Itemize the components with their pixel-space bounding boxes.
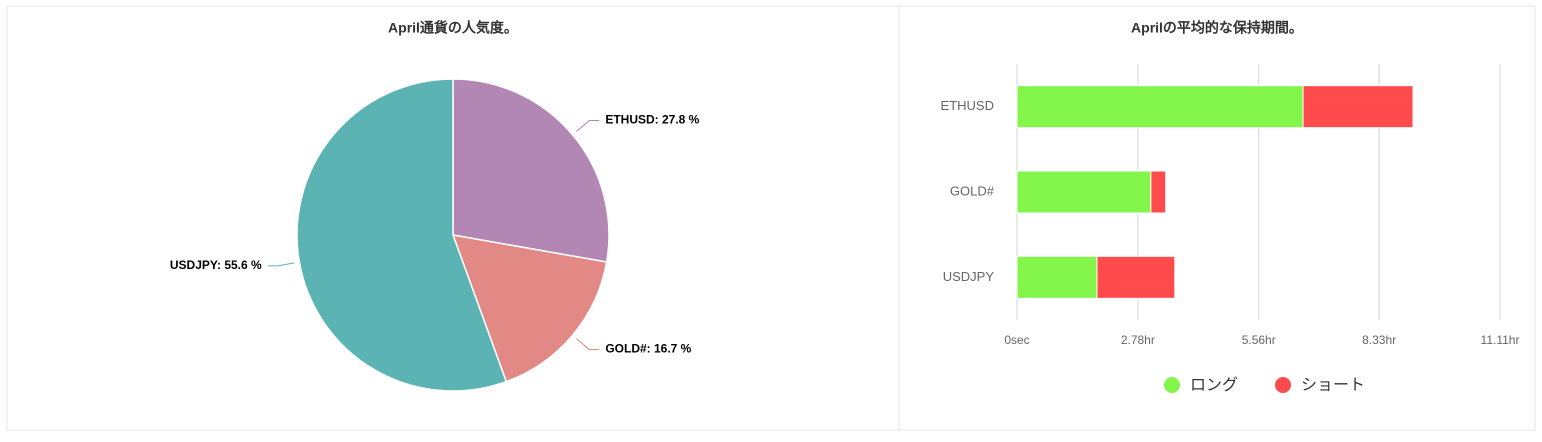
label-connector	[575, 338, 600, 350]
x-tick-label: 5.56hr	[1242, 333, 1276, 347]
y-tick-label: GOLD#	[950, 183, 995, 198]
pie-slice	[451, 234, 608, 383]
pie-slice	[452, 78, 610, 263]
legend-marker	[1164, 377, 1180, 393]
chart-title: April通貨の人気度。	[388, 20, 518, 36]
bar	[1016, 85, 1304, 129]
x-tick-label: 8.33hr	[1362, 333, 1396, 347]
x-tick-label: 0sec	[1004, 333, 1029, 347]
data-label: ETHUSD: 27.8 %	[605, 113, 699, 127]
chart-title: Aprilの平均的な保持期間。	[1131, 20, 1303, 36]
bar	[1150, 170, 1167, 214]
label-connector	[267, 262, 295, 267]
bar	[1016, 170, 1152, 214]
bar	[1302, 85, 1414, 129]
pie-slice	[296, 78, 508, 392]
x-tick-label: 2.78hr	[1121, 333, 1155, 347]
legend-label: ショート	[1301, 377, 1365, 394]
data-label: USDJPY: 55.6 %	[170, 258, 262, 272]
legend-marker	[1275, 377, 1291, 393]
bar	[1016, 255, 1098, 299]
data-label: GOLD#: 16.7 %	[605, 342, 691, 356]
legend-label: ロング	[1190, 376, 1238, 394]
x-tick-label: 11.11hr	[1481, 333, 1520, 347]
y-tick-label: ETHUSD	[941, 98, 994, 113]
y-tick-label: USDJPY	[943, 269, 995, 284]
bar-panel	[898, 5, 1536, 431]
bar	[1096, 255, 1176, 299]
label-connector	[575, 120, 600, 132]
